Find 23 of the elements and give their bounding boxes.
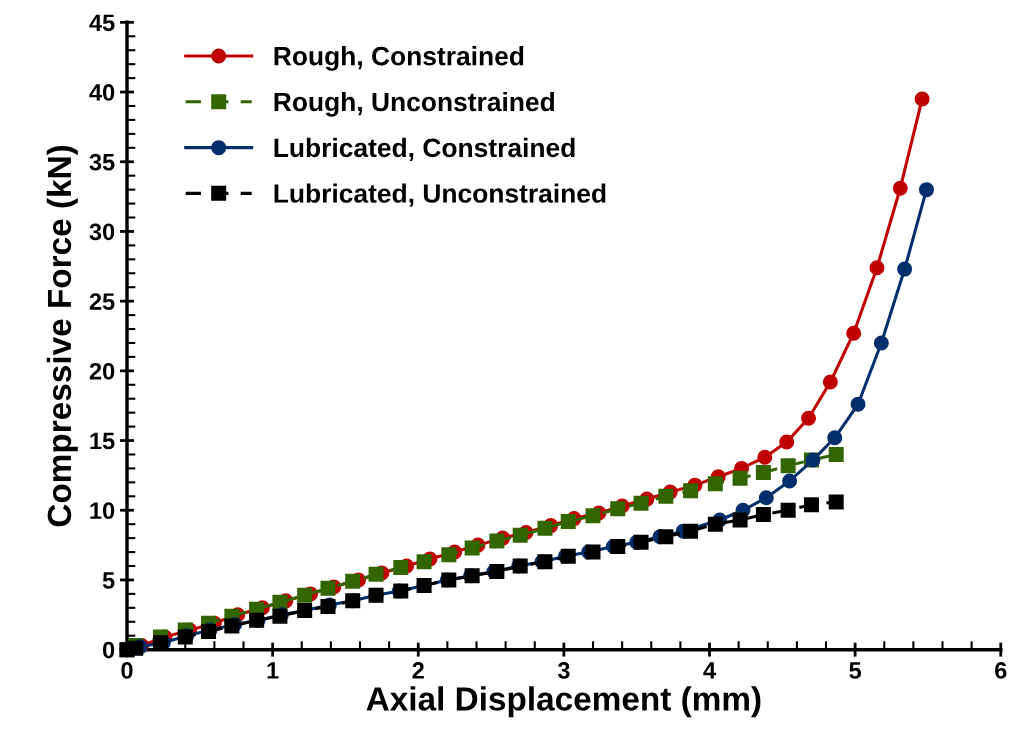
legend-label: Lubricated, Unconstrained [274, 183, 606, 207]
y-tick-label: 5 [102, 572, 115, 589]
legend-label: Lubricated, Constrained [274, 137, 575, 161]
y-tick-label: 0 [103, 641, 115, 659]
x-axis-title: Axial Displacement (mm) [366, 686, 761, 718]
y-tick-label: 25 [89, 293, 115, 310]
y-tick-label: 45 [89, 14, 115, 32]
y-tick-label: 35 [89, 153, 115, 171]
legend-label: Rough, Unconstrained [274, 91, 554, 117]
y-tick-label: 20 [89, 362, 115, 380]
y-axis-title: Compressive Force (kN) [46, 145, 78, 527]
legend-label: Rough, Constrained [274, 46, 524, 71]
y-tick-label: 40 [89, 84, 115, 101]
x-tick-label: 3 [557, 662, 570, 679]
y-tick-label: 15 [90, 432, 115, 450]
y-tick-label: 30 [89, 223, 115, 241]
y-tick-label: 10 [90, 502, 115, 520]
x-tick-label: 1 [267, 662, 279, 679]
x-tick-label: 0 [121, 662, 133, 679]
x-tick-label: 4 [703, 662, 716, 679]
x-tick-label: 5 [849, 662, 862, 679]
x-tick-label: 6 [995, 662, 1007, 679]
x-tick-label: 2 [412, 662, 424, 679]
